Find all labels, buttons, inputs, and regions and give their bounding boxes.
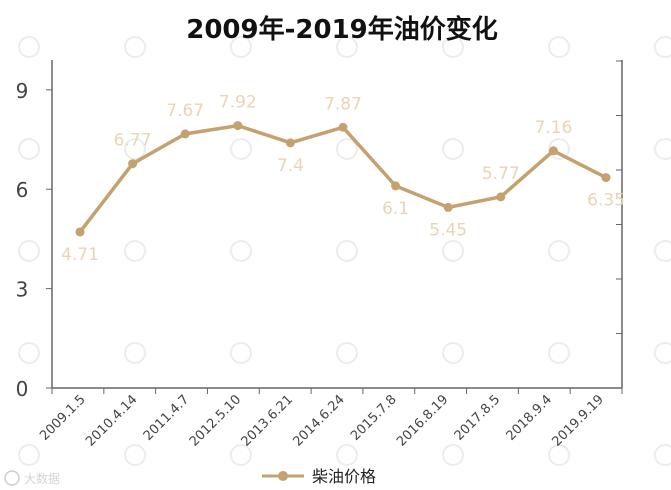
data-label: 7.92 [219, 93, 257, 113]
series-points [75, 121, 611, 237]
data-label: 6.35 [587, 191, 625, 211]
data-label: 6.1 [382, 199, 409, 219]
x-tick-label: 2016.8.19 [394, 392, 451, 449]
x-tick-label: 2013.6.21 [239, 392, 296, 449]
data-point[interactable] [285, 138, 295, 148]
watermark-mark [18, 36, 40, 58]
watermark-mark [18, 240, 40, 262]
watermark-mark [654, 36, 671, 58]
watermark-mark [654, 240, 671, 262]
watermark-mark [230, 36, 252, 58]
watermark-mark [442, 36, 464, 58]
data-point[interactable] [601, 173, 611, 183]
data-label: 5.45 [429, 220, 467, 240]
y-tick-label: 3 [16, 278, 29, 302]
data-label: 5.77 [482, 164, 520, 184]
watermark-mark [230, 240, 252, 262]
x-tick-label: 2017.8.5 [452, 392, 504, 444]
watermark-logo-text: 大数据 [24, 471, 60, 486]
series-line-diesel [78, 123, 608, 234]
watermark-mark [124, 36, 146, 58]
x-tick-label: 2012.5.10 [187, 392, 244, 449]
watermark-mark [654, 138, 671, 160]
data-point[interactable] [75, 227, 85, 237]
watermark-mark [654, 342, 671, 364]
y-tick-label: 6 [16, 178, 29, 202]
watermark-mark [124, 240, 146, 262]
watermark-mark [548, 240, 570, 262]
watermark-mark [336, 36, 358, 58]
y-axis-ticks: 0 3 6 9 [16, 79, 52, 401]
data-label: 7.4 [277, 156, 304, 176]
watermark-mark [442, 240, 464, 262]
data-point[interactable] [391, 181, 401, 191]
data-point[interactable] [180, 129, 190, 139]
data-point[interactable] [548, 146, 558, 156]
x-tick-label: 2014.6.24 [290, 392, 347, 449]
x-tick-label: 2010.4.14 [83, 392, 140, 449]
watermark-mark [230, 444, 252, 466]
watermark-mark [442, 342, 464, 364]
data-point[interactable] [338, 122, 348, 132]
x-tick-label: 2018.9.4 [504, 392, 556, 444]
data-label: 6.77 [114, 131, 152, 151]
watermark-mark [442, 138, 464, 160]
data-point[interactable] [128, 159, 138, 169]
watermark-mark [654, 444, 671, 466]
data-point[interactable] [233, 121, 243, 131]
y-tick-label: 9 [16, 79, 29, 103]
watermark-mark [230, 342, 252, 364]
watermark-mark [124, 138, 146, 160]
x-tick-label: 2011.4.7 [141, 392, 193, 444]
watermark-mark [124, 444, 146, 466]
watermark-mark [18, 138, 40, 160]
watermark-mark [336, 240, 358, 262]
watermark-mark [336, 444, 358, 466]
watermark-mark [124, 342, 146, 364]
watermark-pattern [18, 36, 671, 466]
legend[interactable]: 柴油价格 [262, 467, 376, 486]
watermark-mark [336, 342, 358, 364]
chart-title: 2009年-2019年油价变化 [186, 14, 498, 45]
watermark-mark [230, 138, 252, 160]
data-label: 7.16 [534, 118, 572, 138]
watermark-mark [548, 138, 570, 160]
x-tick-label: 2015.7.8 [348, 392, 400, 444]
data-point[interactable] [443, 202, 453, 212]
watermark-mark [336, 138, 358, 160]
watermark-logo-icon [4, 470, 20, 486]
x-tick-label: 2019.9.19 [550, 392, 607, 449]
data-label: 4.71 [61, 245, 99, 265]
data-label: 7.87 [324, 94, 362, 114]
watermark-mark [442, 444, 464, 466]
y-tick-label: 0 [16, 377, 29, 401]
watermark-mark [548, 444, 570, 466]
value-labels: 4.71 6.77 7.67 7.92 7.4 7.87 6.1 5.45 5.77 7.16 6.… [61, 93, 625, 265]
watermark-mark [18, 342, 40, 364]
data-label: 7.67 [166, 101, 204, 121]
legend-label: 柴油价格 [312, 467, 376, 486]
watermark-mark [18, 444, 40, 466]
watermark-mark [548, 342, 570, 364]
x-tick-label: 2009.1.5 [37, 392, 89, 444]
data-point[interactable] [496, 192, 506, 202]
right-axis-ticks [616, 60, 622, 389]
legend-marker-icon [278, 471, 288, 481]
watermark-mark [548, 36, 570, 58]
watermark-logo: 大数据 [4, 470, 60, 486]
